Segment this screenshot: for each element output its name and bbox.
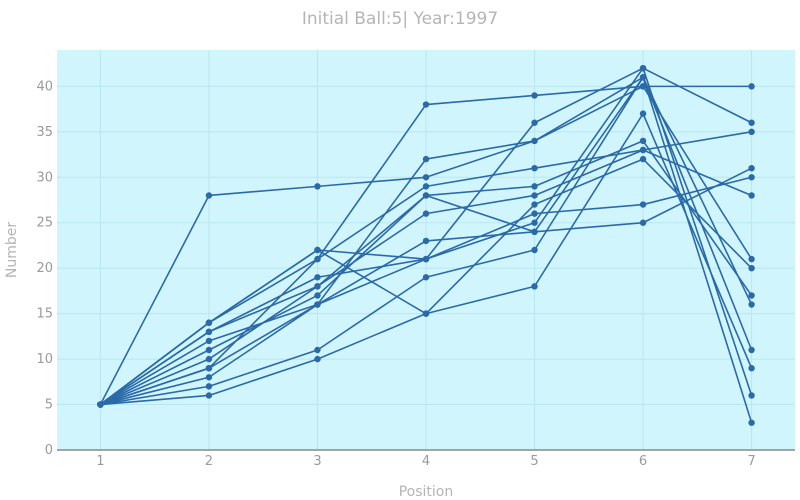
data-point	[639, 155, 647, 163]
data-point	[748, 83, 755, 90]
data-point	[422, 192, 430, 199]
data-point	[205, 192, 213, 199]
data-point	[531, 246, 538, 254]
data-point	[531, 119, 538, 126]
data-point	[314, 274, 321, 281]
data-point	[748, 346, 755, 354]
data-point	[314, 283, 321, 290]
data-point	[748, 174, 755, 181]
data-point	[205, 337, 213, 345]
y-tick-label: 5	[45, 398, 53, 413]
data-point	[639, 137, 647, 145]
data-point	[422, 310, 430, 317]
y-tick-label: 25	[36, 216, 53, 231]
data-point	[205, 355, 213, 363]
y-tick-label: 0	[45, 443, 53, 458]
data-point	[748, 419, 755, 426]
data-point	[422, 237, 430, 245]
data-point	[531, 283, 538, 290]
data-point	[531, 183, 538, 190]
data-point	[748, 392, 755, 399]
data-point	[422, 155, 430, 163]
data-point	[531, 201, 538, 208]
data-point	[531, 164, 538, 172]
data-point	[314, 346, 321, 354]
data-point	[531, 219, 538, 226]
y-tick-label: 20	[36, 261, 53, 276]
x-axis-title: Position	[399, 484, 454, 500]
data-point	[639, 64, 647, 72]
y-tick-label: 30	[36, 170, 53, 185]
y-tick-label: 35	[36, 125, 53, 140]
y-tick-label: 40	[36, 79, 53, 94]
x-tick-label: 4	[422, 454, 430, 469]
data-point	[97, 401, 104, 408]
x-tick-label: 1	[96, 454, 104, 469]
data-point	[422, 101, 430, 108]
data-point	[748, 292, 755, 299]
data-point	[748, 128, 755, 136]
data-point	[205, 392, 213, 399]
data-point	[422, 255, 430, 263]
data-point	[639, 201, 647, 208]
data-point	[639, 146, 647, 154]
data-point	[422, 174, 430, 181]
series-13	[97, 174, 755, 408]
y-tick-label: 10	[36, 352, 53, 367]
data-point	[314, 255, 321, 263]
data-point	[531, 137, 538, 145]
series-12	[97, 110, 755, 408]
data-point	[422, 183, 430, 190]
data-point	[531, 228, 538, 236]
data-point	[314, 355, 321, 363]
data-point	[748, 255, 755, 263]
data-point	[639, 74, 647, 81]
data-point	[314, 301, 321, 308]
data-point	[748, 119, 755, 126]
x-tick-label: 7	[747, 454, 755, 469]
data-point	[748, 264, 755, 272]
data-point	[422, 274, 430, 281]
data-point	[314, 292, 321, 299]
series-9	[97, 164, 755, 408]
data-point	[531, 210, 538, 217]
data-point	[205, 346, 213, 354]
x-tick-label: 5	[530, 454, 538, 469]
data-point	[748, 192, 755, 199]
data-point	[639, 110, 647, 117]
y-tick-labels: 0 5 10 15 20 25 30 35 40	[36, 79, 53, 458]
data-point	[748, 164, 755, 172]
chart-title: Initial Ball:5| Year:1997	[302, 9, 498, 29]
data-point	[531, 92, 538, 99]
data-point	[639, 219, 647, 226]
data-point	[205, 383, 213, 390]
data-point	[748, 301, 755, 308]
data-point	[314, 183, 321, 190]
x-tick-label: 2	[205, 454, 213, 469]
data-point	[205, 374, 213, 381]
data-point	[205, 328, 213, 336]
x-tick-label: 3	[313, 454, 321, 469]
series-group	[97, 64, 755, 426]
series-14	[97, 74, 755, 408]
y-axis-title: Number	[4, 222, 20, 278]
data-point	[314, 246, 321, 254]
x-tick-labels: 1 2 3 4 5 6 7	[96, 454, 755, 469]
data-point	[531, 192, 538, 199]
data-point	[422, 210, 430, 217]
y-tick-label: 15	[36, 307, 53, 322]
data-point	[205, 319, 213, 326]
data-point	[205, 364, 213, 372]
x-tick-label: 6	[639, 454, 647, 469]
data-point	[748, 364, 755, 372]
